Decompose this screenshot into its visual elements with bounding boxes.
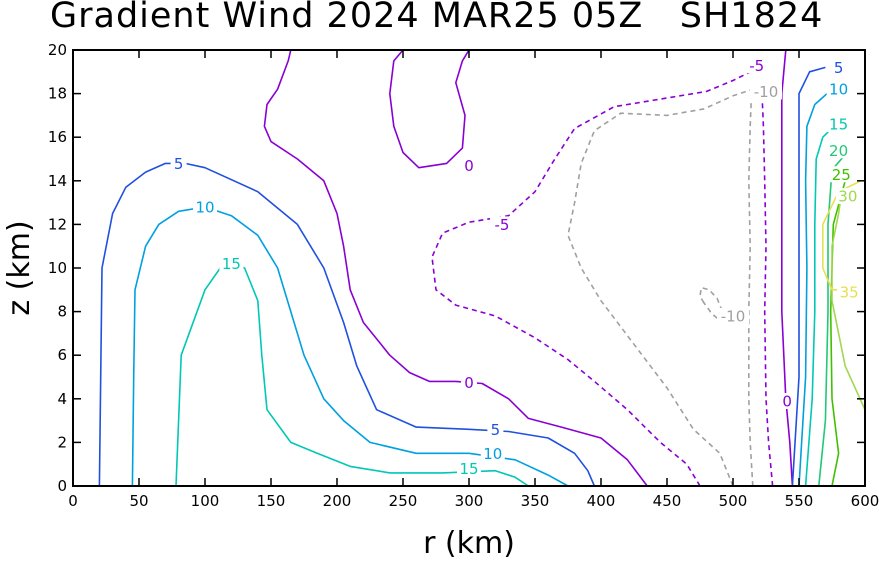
y-tick-label: 12 — [48, 215, 67, 233]
y-tick-label: 14 — [48, 172, 67, 190]
x-tick-label: 150 — [257, 492, 286, 510]
contour-label-bg — [837, 283, 862, 300]
contour-line-5-2 — [791, 66, 826, 487]
contour-label-bg — [750, 83, 782, 100]
contour-line-5-1 — [98, 162, 596, 487]
x-tick-label: 450 — [653, 492, 682, 510]
contour-label-5-1: 5 — [174, 155, 184, 173]
contour-label-bg — [457, 460, 481, 477]
contour-label-bg — [744, 57, 769, 74]
contour-label-25-1: 25 — [832, 166, 851, 184]
contour-label-bg — [480, 445, 505, 462]
contour-label-bg — [829, 166, 854, 183]
x-axis-title: r (km) — [423, 526, 515, 561]
contour-label-5-2: 5 — [491, 421, 501, 439]
contour-line-neg5-1 — [431, 66, 760, 487]
y-tick-label: 6 — [57, 346, 67, 364]
contour-label-bg — [193, 198, 217, 215]
contour-label-neg5-2: -5 — [749, 57, 764, 75]
contour-label-30-1: 30 — [838, 188, 857, 206]
contour-label-bg — [826, 81, 851, 98]
x-tick-label: 250 — [389, 492, 418, 510]
contour-label-bg — [779, 392, 796, 409]
contour-line-25-1 — [829, 180, 846, 487]
contour-label-bg — [219, 255, 244, 272]
contour-label-bg — [835, 188, 860, 205]
contour-label-layer: 0 0 0 -5 -5 -10 -10 5 5 5 10 10 10 15 15 15 20 25 30 35 — [170, 57, 862, 478]
y-tick-label: 10 — [48, 259, 67, 277]
contour-label-0-3: 0 — [782, 392, 792, 410]
contour-label-neg10-1: -10 — [754, 83, 779, 101]
contour-label-35-1: 35 — [840, 283, 859, 301]
contour-line-0-2 — [389, 49, 470, 169]
y-tick-label: 18 — [48, 85, 67, 103]
contour-label-bg — [487, 421, 504, 438]
chart-title: Gradient Wind 2024 MAR25 05Z SH1824 — [50, 0, 824, 36]
x-tick-label: 400 — [587, 492, 616, 510]
contour-label-15-1: 15 — [222, 255, 241, 273]
contour-label-15-3: 15 — [829, 116, 848, 134]
contour-line-neg10-3 — [699, 286, 724, 322]
y-tick-label: 16 — [48, 128, 67, 146]
contour-label-bg — [826, 116, 851, 133]
contour-line-neg10-2 — [748, 93, 754, 487]
plot-frame — [72, 49, 866, 487]
contour-label-5-3: 5 — [834, 59, 844, 77]
x-tick-label: 350 — [521, 492, 550, 510]
contour-label-neg5-1: -5 — [495, 216, 510, 234]
y-axis-title: z (km) — [2, 220, 37, 315]
contour-line-15-2 — [804, 123, 837, 487]
x-tick-label: 550 — [785, 492, 814, 510]
contour-label-20-1: 20 — [829, 142, 848, 160]
contour-line-neg5-2 — [761, 93, 774, 487]
contour-line-neg10-1 — [567, 86, 760, 487]
contour-label-bg — [826, 142, 851, 159]
x-tick-label: 0 — [68, 492, 78, 510]
contour-line-0-1 — [263, 49, 648, 487]
y-axis: 0 2 4 6 8 10 12 14 16 18 20 — [48, 41, 865, 495]
x-tick-label: 300 — [455, 492, 484, 510]
contour-label-0-2: 0 — [464, 374, 474, 392]
contour-label-10-2: 10 — [483, 445, 502, 463]
x-tick-label: 600 — [851, 492, 879, 510]
x-tick-label: 50 — [129, 492, 148, 510]
contour-layer — [98, 49, 866, 487]
contour-line-10-1 — [131, 206, 569, 487]
contour-line-30-1 — [831, 195, 866, 411]
contour-label-0-1: 0 — [464, 157, 474, 175]
contour-label-10-3: 10 — [829, 81, 848, 99]
y-tick-label: 8 — [57, 303, 67, 321]
contour-label-bg — [461, 374, 477, 391]
y-tick-label: 20 — [48, 41, 67, 59]
contour-line-10-2 — [798, 88, 833, 487]
contour-line-0-3 — [781, 49, 794, 487]
contour-label-bg — [717, 307, 749, 324]
contour-label-10-1: 10 — [195, 198, 214, 216]
y-tick-label: 0 — [57, 477, 67, 495]
contour-label-bg — [490, 216, 514, 233]
contour-label-bg — [170, 155, 187, 172]
y-tick-label: 4 — [57, 390, 67, 408]
x-tick-label: 100 — [191, 492, 220, 510]
x-tick-label: 500 — [719, 492, 748, 510]
contour-label-bg — [830, 59, 847, 76]
contour-label-neg10-2: -10 — [721, 307, 746, 325]
x-tick-label: 200 — [323, 492, 352, 510]
contour-label-bg — [461, 157, 477, 174]
contour-label-15-2: 15 — [459, 460, 478, 478]
y-tick-label: 2 — [57, 433, 67, 451]
x-axis: 0 50 100 150 200 250 300 350 400 450 500 550 600 — [68, 50, 879, 510]
